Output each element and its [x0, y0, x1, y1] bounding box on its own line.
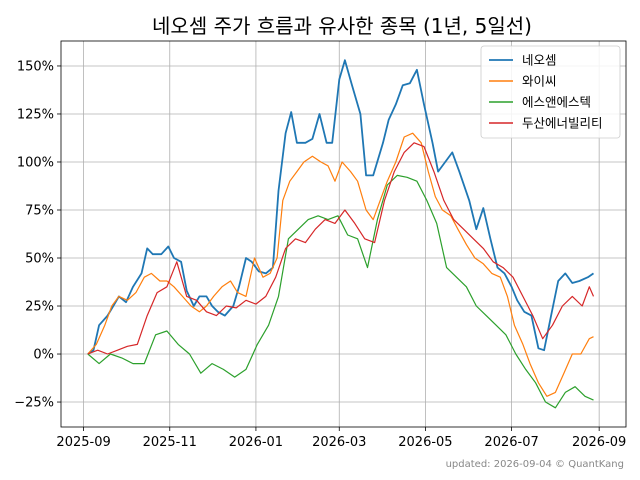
- y-tick-label: 150%: [17, 59, 54, 74]
- legend-box: [480, 45, 621, 139]
- series-line-4: [87, 142, 595, 355]
- x-tick-label: 2026-05: [398, 435, 452, 450]
- series-line-3: [87, 174, 594, 409]
- footnote: updated: 2026-09-04 © QuantKang: [446, 459, 624, 470]
- y-tick-label: −25%: [14, 396, 54, 411]
- grid-lines: [61, 41, 626, 427]
- legend-label-2: 와이씨: [522, 74, 557, 89]
- series-line-2: [87, 132, 594, 397]
- x-tick-label: 2025-09: [56, 435, 110, 450]
- series-line-1: [87, 59, 595, 355]
- x-tick-label: 2026-01: [229, 435, 283, 450]
- chart-title: 네오셈 주가 흐름과 유사한 종목 (1년, 5일선): [152, 14, 532, 38]
- y-tick-label: 0%: [33, 348, 54, 363]
- x-tick-label: 2025-11: [143, 435, 197, 450]
- y-tick-label: 50%: [25, 252, 54, 267]
- plot-frame: [60, 40, 627, 428]
- x-tick-label: 2026-07: [484, 435, 538, 450]
- y-tick-label: 125%: [17, 107, 54, 122]
- legend-label-4: 두산에너빌리티: [522, 116, 603, 131]
- x-tick-label: 2026-09: [572, 435, 626, 450]
- series-lines: [87, 59, 595, 409]
- legend-label-3: 에스앤에스텍: [522, 95, 591, 110]
- y-tick-label: 25%: [25, 300, 54, 315]
- legend-label-1: 네오셈: [522, 53, 557, 68]
- axes: −25% 0% 25% 50% 75% 100% 125% 150% 2025-09 2025-1…: [14, 40, 627, 450]
- y-tick-label: 75%: [25, 203, 54, 218]
- y-tick-label: 100%: [17, 155, 54, 170]
- x-tick-label: 2026-03: [312, 435, 366, 450]
